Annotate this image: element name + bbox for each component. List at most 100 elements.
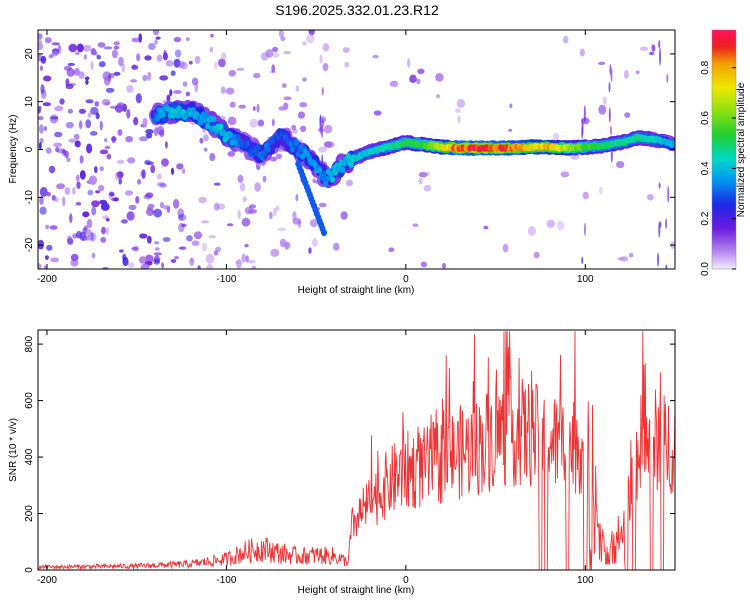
noise-blob [39,124,44,134]
noise-blob [272,52,280,58]
streak-blob [583,105,586,123]
colorbar-ticks: 0.0 0.2 0.4 0.6 0.8 [700,60,736,276]
streak-blob [665,264,668,269]
noise-blob [262,175,267,183]
noise-blob [38,39,43,45]
noise-blob [68,138,76,143]
noise-blob [300,125,307,132]
snr-ylabel: SNR (10 * v/v) [8,418,19,482]
noise-blob [295,194,299,202]
noise-blob [435,73,444,82]
noise-blob [65,121,74,129]
noise-blob [91,200,100,208]
noise-blob [502,243,509,253]
ridge-blob [328,170,334,177]
noise-blob [179,61,188,70]
noise-blob [53,142,63,148]
noise-blob [78,108,86,114]
noise-blob [203,134,209,142]
noise-blob [388,247,395,253]
noise-blob [48,165,56,174]
noise-blob [221,52,227,61]
noise-blob [227,151,236,157]
streak-blob [659,47,661,66]
noise-blob [88,175,98,185]
noise-blob [166,94,171,102]
noise-blob [164,141,168,149]
ridge-blob [203,112,209,119]
noise-blob [39,196,44,205]
noise-blob [133,117,139,126]
streak-blob [610,125,612,136]
noise-blob [418,171,428,178]
noise-blob [297,111,306,119]
noise-blob [117,129,123,136]
noise-blob [170,167,175,175]
noise-blob [251,265,257,269]
noise-blob [153,252,163,256]
noise-blob [135,93,142,104]
noise-blob [191,77,199,86]
noise-blob [201,220,210,224]
noise-blob [185,91,190,97]
noise-blob [99,149,109,155]
noise-blob [104,145,111,150]
streak-blob [667,185,670,203]
streak-blob [666,73,669,83]
noise-blob [533,251,540,259]
noise-blob [139,136,148,142]
noise-blob [131,64,139,70]
noise-blob [38,105,42,112]
colorbar-tick-label: 0.4 [700,161,711,175]
noise-blob [145,132,153,139]
noise-blob [159,129,165,137]
noise-blob [111,49,118,59]
noise-blob [39,186,48,197]
noise-blob [126,109,131,119]
noise-blob [176,163,184,170]
noise-blob [85,119,92,129]
noise-blob [150,164,156,174]
noise-blob [159,75,169,81]
noise-blob [635,70,640,75]
noise-blob [113,71,121,76]
y-tick-label: 400 [24,448,35,465]
noise-blob [182,168,186,174]
noise-blob [59,98,65,105]
snr-frame [37,329,676,571]
noise-blob [62,196,66,207]
colorbar-tick-label: 0.0 [700,262,711,276]
noise-blob [318,146,327,153]
noise-blob [106,227,109,235]
streak-blob [657,252,659,267]
noise-blob [599,186,603,195]
noise-blob [225,87,235,95]
ridge-blob [218,123,224,130]
noise-blob [82,44,92,52]
noise-blob [186,235,193,242]
noise-blob [598,104,607,115]
noise-blob [73,133,80,140]
noise-blob [182,81,188,87]
noise-blob [54,131,63,138]
noise-blob [141,169,146,180]
noise-blob [90,48,97,56]
streak-blob [665,218,668,230]
ridge-blob [345,153,351,160]
noise-blob [75,202,82,206]
noise-blob [319,54,323,64]
colorbar-tick-label: 0.2 [700,211,711,225]
noise-blob [236,258,242,269]
noise-blob [101,226,106,235]
noise-blob [257,119,265,127]
noise-blob [98,61,106,68]
noise-blob [579,48,585,57]
noise-blob [109,191,115,197]
noise-blob [283,51,292,55]
noise-blob [197,265,201,269]
noise-blob [205,253,215,264]
noise-blob [153,258,161,265]
ridge-blob [348,161,354,168]
noise-blob [271,64,276,73]
noise-blob [161,262,165,269]
